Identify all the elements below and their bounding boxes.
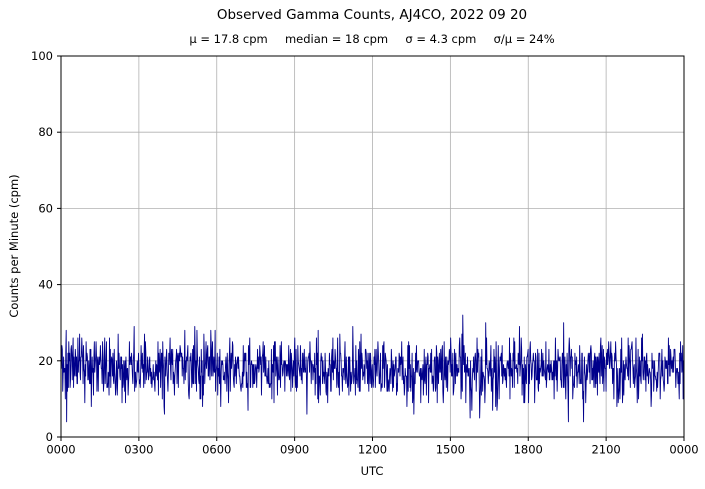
tick-layer: 0000 0300 0600 0900 1200 1500 1800 2100 00000204… (31, 49, 699, 457)
y-tick-label: 0 (46, 430, 53, 444)
x-tick-label: 0300 (124, 443, 153, 457)
series-layer (60, 314, 685, 423)
x-tick-label: 0900 (280, 443, 309, 457)
x-axis-label: UTC (361, 464, 384, 478)
x-tick-label: 1200 (358, 443, 387, 457)
y-tick-label: 100 (31, 49, 53, 63)
x-tick-label: 0000 (46, 443, 75, 457)
x-tick-label: 0600 (202, 443, 231, 457)
chart-title: Observed Gamma Counts, AJ4CO, 2022 09 20 (217, 7, 527, 23)
y-tick-label: 40 (38, 278, 53, 292)
plot-border (60, 55, 685, 438)
gamma-counts-line (60, 314, 685, 423)
y-tick-label: 60 (38, 201, 53, 215)
y-tick-label: 80 (38, 125, 53, 139)
chart-subtitle: μ = 17.8 cpm median = 18 cpm σ = 4.3 cpm… (189, 32, 554, 46)
y-tick-label: 20 (38, 354, 53, 368)
x-tick-label: 0000 (669, 443, 698, 457)
y-axis-label: Counts per Minute (cpm) (7, 174, 21, 317)
x-tick-label: 1500 (436, 443, 465, 457)
x-tick-label: 1800 (514, 443, 543, 457)
x-tick-label: 2100 (591, 443, 620, 457)
